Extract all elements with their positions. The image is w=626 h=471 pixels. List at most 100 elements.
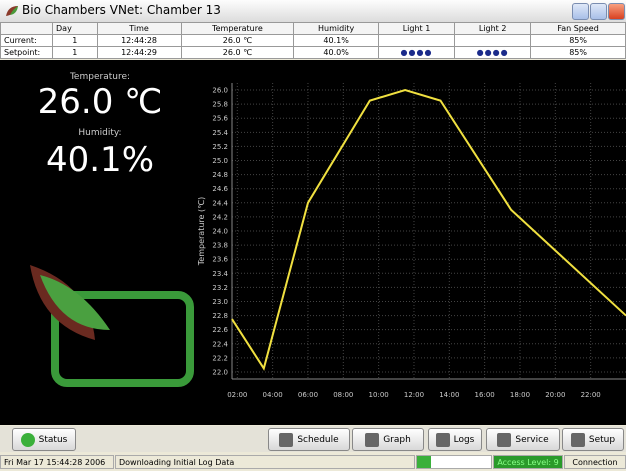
table-cell: 12:44:28 [96, 34, 182, 47]
y-axis-label: Temperature (℃) [197, 197, 206, 266]
table-cell: 85% [530, 46, 626, 59]
x-tick-label: 14:00 [439, 391, 459, 399]
table-cell: 1 [52, 46, 98, 59]
table-cell: 1 [52, 34, 98, 47]
header-cell: Temperature [180, 22, 295, 35]
status-table: Day Time Temperature Humidity Light 1 Light 2… [0, 22, 626, 59]
button-icon [497, 432, 512, 447]
table-cell [377, 34, 456, 47]
status-bar: Fri Mar 17 15:44:28 2006 Downloading Ini… [0, 453, 626, 471]
x-tick-label: 10:00 [369, 391, 389, 399]
row-label: Setpoint: [0, 46, 53, 59]
schedule-button[interactable]: Schedule [268, 428, 350, 451]
title-bar: Bio Chambers VNet: Chamber 13 [0, 0, 626, 23]
y-tick-label: 24.0 [212, 228, 228, 236]
y-tick-label: 22.2 [212, 354, 228, 362]
button-label: Logs [453, 434, 475, 445]
header-cell: Light 1 [377, 22, 456, 35]
service-button[interactable]: Service [486, 428, 560, 451]
table-cell: 26.0 ℃ [180, 34, 295, 47]
y-tick-label: 23.0 [212, 298, 228, 306]
status-button[interactable]: Status [12, 428, 76, 451]
graph-button[interactable]: Graph [352, 428, 424, 451]
temperature-label: Temperature: [69, 72, 131, 82]
y-tick-label: 24.4 [212, 199, 228, 207]
y-tick-label: 25.8 [212, 101, 228, 109]
x-tick-label: 18:00 [510, 391, 530, 399]
temperature-line [231, 89, 626, 371]
connection-status: Connection [564, 455, 626, 469]
y-tick-label: 25.6 [212, 115, 228, 123]
temperature-chart: 22.0 22.2 22.4 22.6 22.8 23.0 23.2 23.4 23.6 23.8… [197, 83, 626, 399]
y-tick-label: 25.0 [212, 157, 228, 165]
maximize-button[interactable] [590, 3, 607, 20]
status-led [20, 432, 35, 447]
table-cell: 40.1% [293, 34, 379, 47]
button-icon [365, 432, 380, 447]
table-row: Setpoint: 1 12:44:29 26.0 ℃ 40.0% ●●●● ●●●● 85% [0, 46, 626, 59]
logo [30, 265, 194, 387]
header-cell: Day [52, 22, 98, 35]
header-cell: Light 2 [454, 22, 532, 35]
table-cell: 12:44:29 [96, 46, 182, 59]
x-tick-label: 20:00 [545, 391, 565, 399]
x-tick-label: 22:00 [581, 391, 601, 399]
button-bar: Status Schedule Graph Logs Service Setup [0, 426, 626, 452]
app-icon [6, 6, 18, 16]
y-tick-label: 23.8 [212, 242, 228, 250]
minimize-button[interactable] [572, 3, 589, 20]
row-label: Current: [0, 34, 53, 47]
x-tick-label: 08:00 [333, 391, 353, 399]
temperature-value: 26.0 ℃ [37, 82, 163, 122]
y-tick-label: 25.4 [212, 129, 228, 137]
table-cell: 26.0 ℃ [180, 46, 295, 59]
close-button[interactable] [608, 3, 625, 20]
table-cell: 85% [530, 34, 626, 47]
button-label: Status [38, 434, 68, 445]
table-cell: 40.0% [293, 46, 379, 59]
x-tick-label: 04:00 [263, 391, 283, 399]
header-cell: Time [96, 22, 182, 35]
y-tick-label: 23.2 [212, 284, 228, 292]
button-icon [570, 432, 585, 447]
humidity-value: 40.1% [45, 140, 154, 180]
header-cell: Humidity [293, 22, 379, 35]
header-row: Day Time Temperature Humidity Light 1 Light 2… [0, 22, 626, 35]
main-panel: Temperature: 26.0 ℃ Humidity: 40.1% 22.0… [0, 60, 626, 425]
x-tick-label: 06:00 [298, 391, 318, 399]
button-label: Service [515, 434, 549, 445]
y-tick-label: 22.8 [212, 312, 228, 320]
x-tick-label: 16:00 [475, 391, 495, 399]
progress-bar [416, 455, 492, 469]
header-cell [0, 22, 53, 35]
y-tick-label: 22.4 [212, 340, 228, 348]
setup-button[interactable]: Setup [562, 428, 624, 451]
header-cell: Fan Speed [530, 22, 626, 35]
button-label: Setup [588, 434, 616, 445]
table-cell [454, 34, 532, 47]
y-tick-label: 23.4 [212, 270, 228, 278]
y-tick-label: 22.6 [212, 326, 228, 334]
button-label: Graph [383, 434, 411, 445]
window-title: Bio Chambers VNet: Chamber 13 [22, 3, 221, 17]
y-tick-label: 24.6 [212, 185, 228, 193]
x-tick-label: 02:00 [227, 391, 247, 399]
table-row: Current: 1 12:44:28 26.0 ℃ 40.1% 85% [0, 34, 626, 47]
status-message: Downloading Initial Log Data [115, 455, 415, 469]
table-cell: ●●●● [377, 46, 456, 59]
y-tick-label: 23.6 [212, 256, 228, 264]
access-level: Access Level: 9 [493, 455, 563, 469]
button-label: Schedule [297, 434, 339, 445]
x-tick-label: 12:00 [404, 391, 424, 399]
button-icon [435, 432, 450, 447]
y-tick-label: 24.8 [212, 171, 228, 179]
logs-button[interactable]: Logs [428, 428, 482, 451]
y-tick-label: 26.0 [212, 87, 228, 95]
y-tick-label: 25.2 [212, 143, 228, 151]
y-tick-label: 22.0 [212, 368, 228, 376]
status-datetime: Fri Mar 17 15:44:28 2006 [0, 455, 114, 469]
button-icon [279, 432, 294, 447]
humidity-label: Humidity: [78, 128, 122, 138]
table-cell: ●●●● [454, 46, 532, 59]
